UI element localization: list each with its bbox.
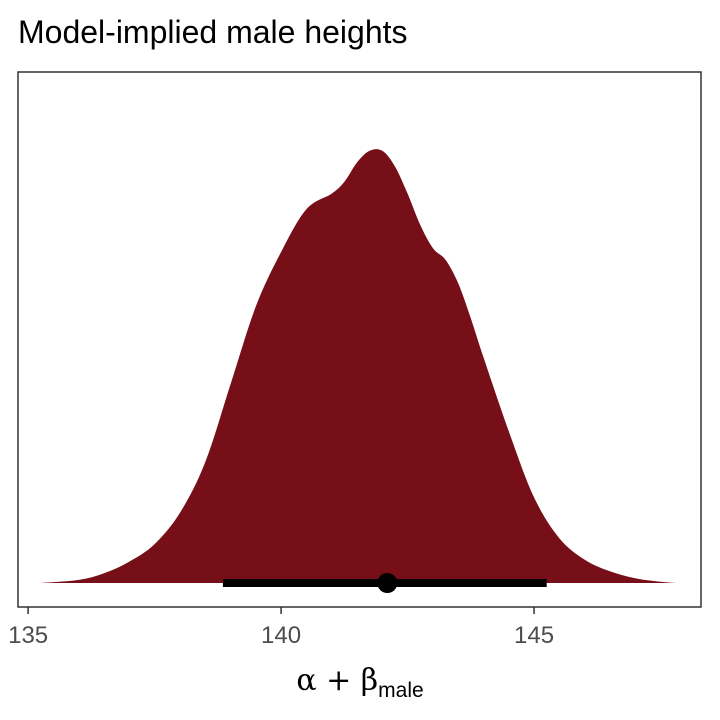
x-axis-label-main: α + β [296,663,378,698]
density-area [40,149,676,583]
x-axis-label: α + βmale [296,663,423,702]
x-axis: 135 140 145 [8,607,554,649]
x-tick-label: 135 [8,622,48,649]
x-axis-label-subscript: male [378,679,424,702]
chart-title: Model-implied male heights [18,14,408,50]
point-estimate [377,573,398,593]
x-tick-label: 145 [514,622,554,649]
density-layer [40,149,676,593]
plot-panel-border [17,71,702,608]
x-tick-label: 140 [261,622,301,649]
